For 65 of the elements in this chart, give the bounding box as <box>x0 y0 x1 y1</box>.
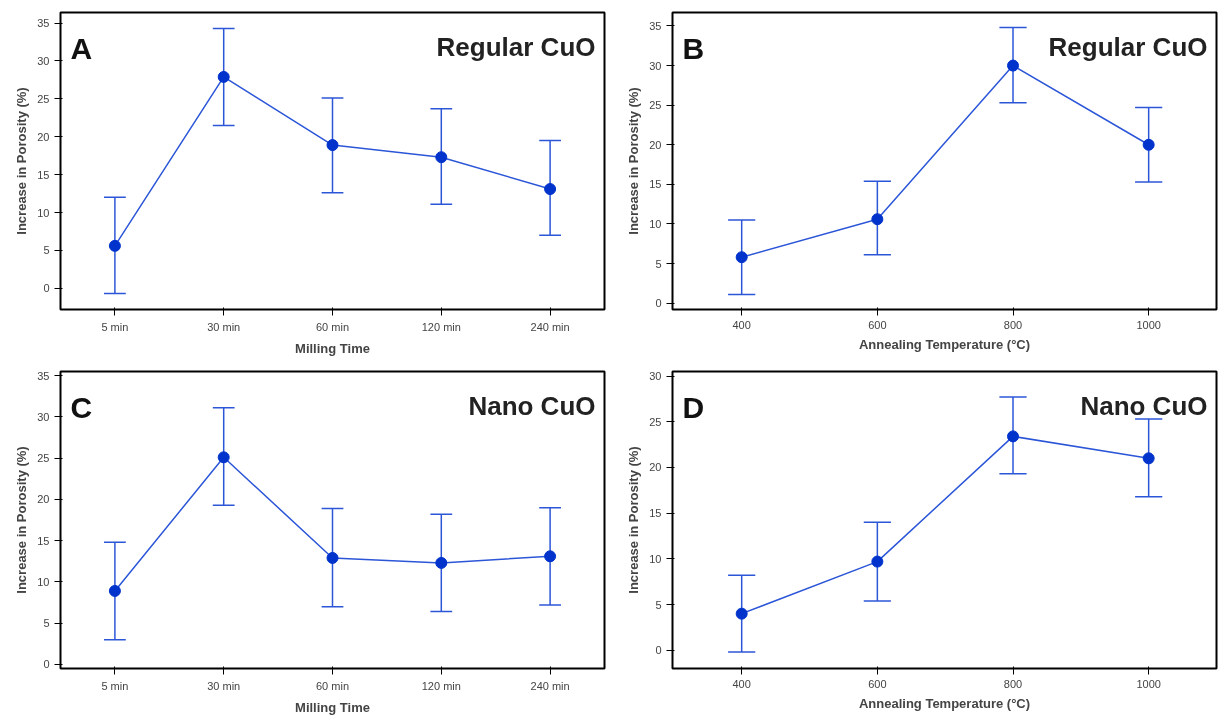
y-tick-label: 0 <box>655 644 662 657</box>
y-tick-label: 10 <box>649 217 662 230</box>
y-tick-label: 15 <box>649 178 662 191</box>
y-tick-label: 10 <box>37 206 50 219</box>
y-tick-label: 20 <box>649 461 662 474</box>
annotation: B <box>682 31 705 65</box>
y-tick-label: 35 <box>649 19 662 32</box>
annotation: Nano CuO <box>1080 390 1208 421</box>
y-tick-label: 35 <box>37 17 50 30</box>
x-tick-label: 5 min <box>101 320 129 333</box>
annotation: C <box>70 390 93 424</box>
annotation: A <box>70 31 93 65</box>
y-axis-title: Increase in Porosity (%) <box>626 87 642 235</box>
x-tick-label: 800 <box>1003 318 1023 331</box>
x-tick-label: 5 min <box>101 679 129 692</box>
x-tick-label: 800 <box>1003 677 1023 690</box>
x-axis-title: Annealing Temperature (°C) <box>858 695 1031 711</box>
y-tick-label: 30 <box>37 410 50 423</box>
x-tick-label: 30 min <box>207 679 241 692</box>
annotation: Regular CuO <box>436 31 596 62</box>
y-tick-label: 30 <box>649 59 662 72</box>
y-tick-label: 20 <box>649 138 662 151</box>
y-tick-label: 5 <box>43 244 50 257</box>
x-tick-label: 1000 <box>1136 318 1161 331</box>
y-tick-label: 0 <box>655 297 662 310</box>
x-tick-label: 30 min <box>207 320 241 333</box>
y-tick-label: 10 <box>649 552 662 565</box>
y-tick-label: 35 <box>37 369 50 382</box>
y-tick-label: 15 <box>649 507 662 520</box>
x-axis-title: Milling Time <box>295 699 370 715</box>
x-axis-title: Annealing Temperature (°C) <box>858 336 1031 352</box>
x-tick-label: 400 <box>732 677 751 690</box>
y-tick-label: 0 <box>43 658 50 671</box>
y-tick-label: 25 <box>649 99 662 112</box>
x-tick-label: 600 <box>868 677 887 690</box>
y-tick-label: 25 <box>37 452 50 465</box>
annotation: Regular CuO <box>1048 31 1208 62</box>
x-tick-label: 60 min <box>315 320 350 333</box>
x-tick-label: 400 <box>732 318 751 331</box>
y-tick-label: 5 <box>655 257 662 270</box>
y-tick-label: 25 <box>649 415 662 428</box>
x-tick-label: 600 <box>868 318 887 331</box>
y-tick-label: 5 <box>655 598 662 611</box>
y-tick-label: 20 <box>37 493 50 506</box>
x-tick-label: 240 min <box>530 679 570 692</box>
y-tick-label: 15 <box>37 168 50 181</box>
y-tick-label: 30 <box>649 370 662 383</box>
y-tick-label: 0 <box>43 282 50 295</box>
x-axis-title: Milling Time <box>295 340 370 356</box>
y-axis-title: Increase in Porosity (%) <box>14 446 30 594</box>
y-tick-label: 10 <box>37 575 50 588</box>
y-tick-label: 20 <box>37 130 50 143</box>
x-tick-label: 240 min <box>530 320 570 333</box>
x-tick-label: 60 min <box>315 679 350 692</box>
y-tick-label: 25 <box>37 92 50 105</box>
x-tick-label: 1000 <box>1136 677 1161 690</box>
annotation: D <box>682 390 705 424</box>
y-tick-label: 5 <box>43 617 50 630</box>
y-tick-label: 15 <box>37 534 50 547</box>
x-tick-label: 120 min <box>421 679 461 692</box>
annotation: Nano CuO <box>468 390 596 421</box>
y-axis-title: Increase in Porosity (%) <box>626 446 642 594</box>
y-tick-label: 30 <box>37 54 50 67</box>
y-axis-title: Increase in Porosity (%) <box>14 87 30 235</box>
x-tick-label: 120 min <box>421 320 461 333</box>
